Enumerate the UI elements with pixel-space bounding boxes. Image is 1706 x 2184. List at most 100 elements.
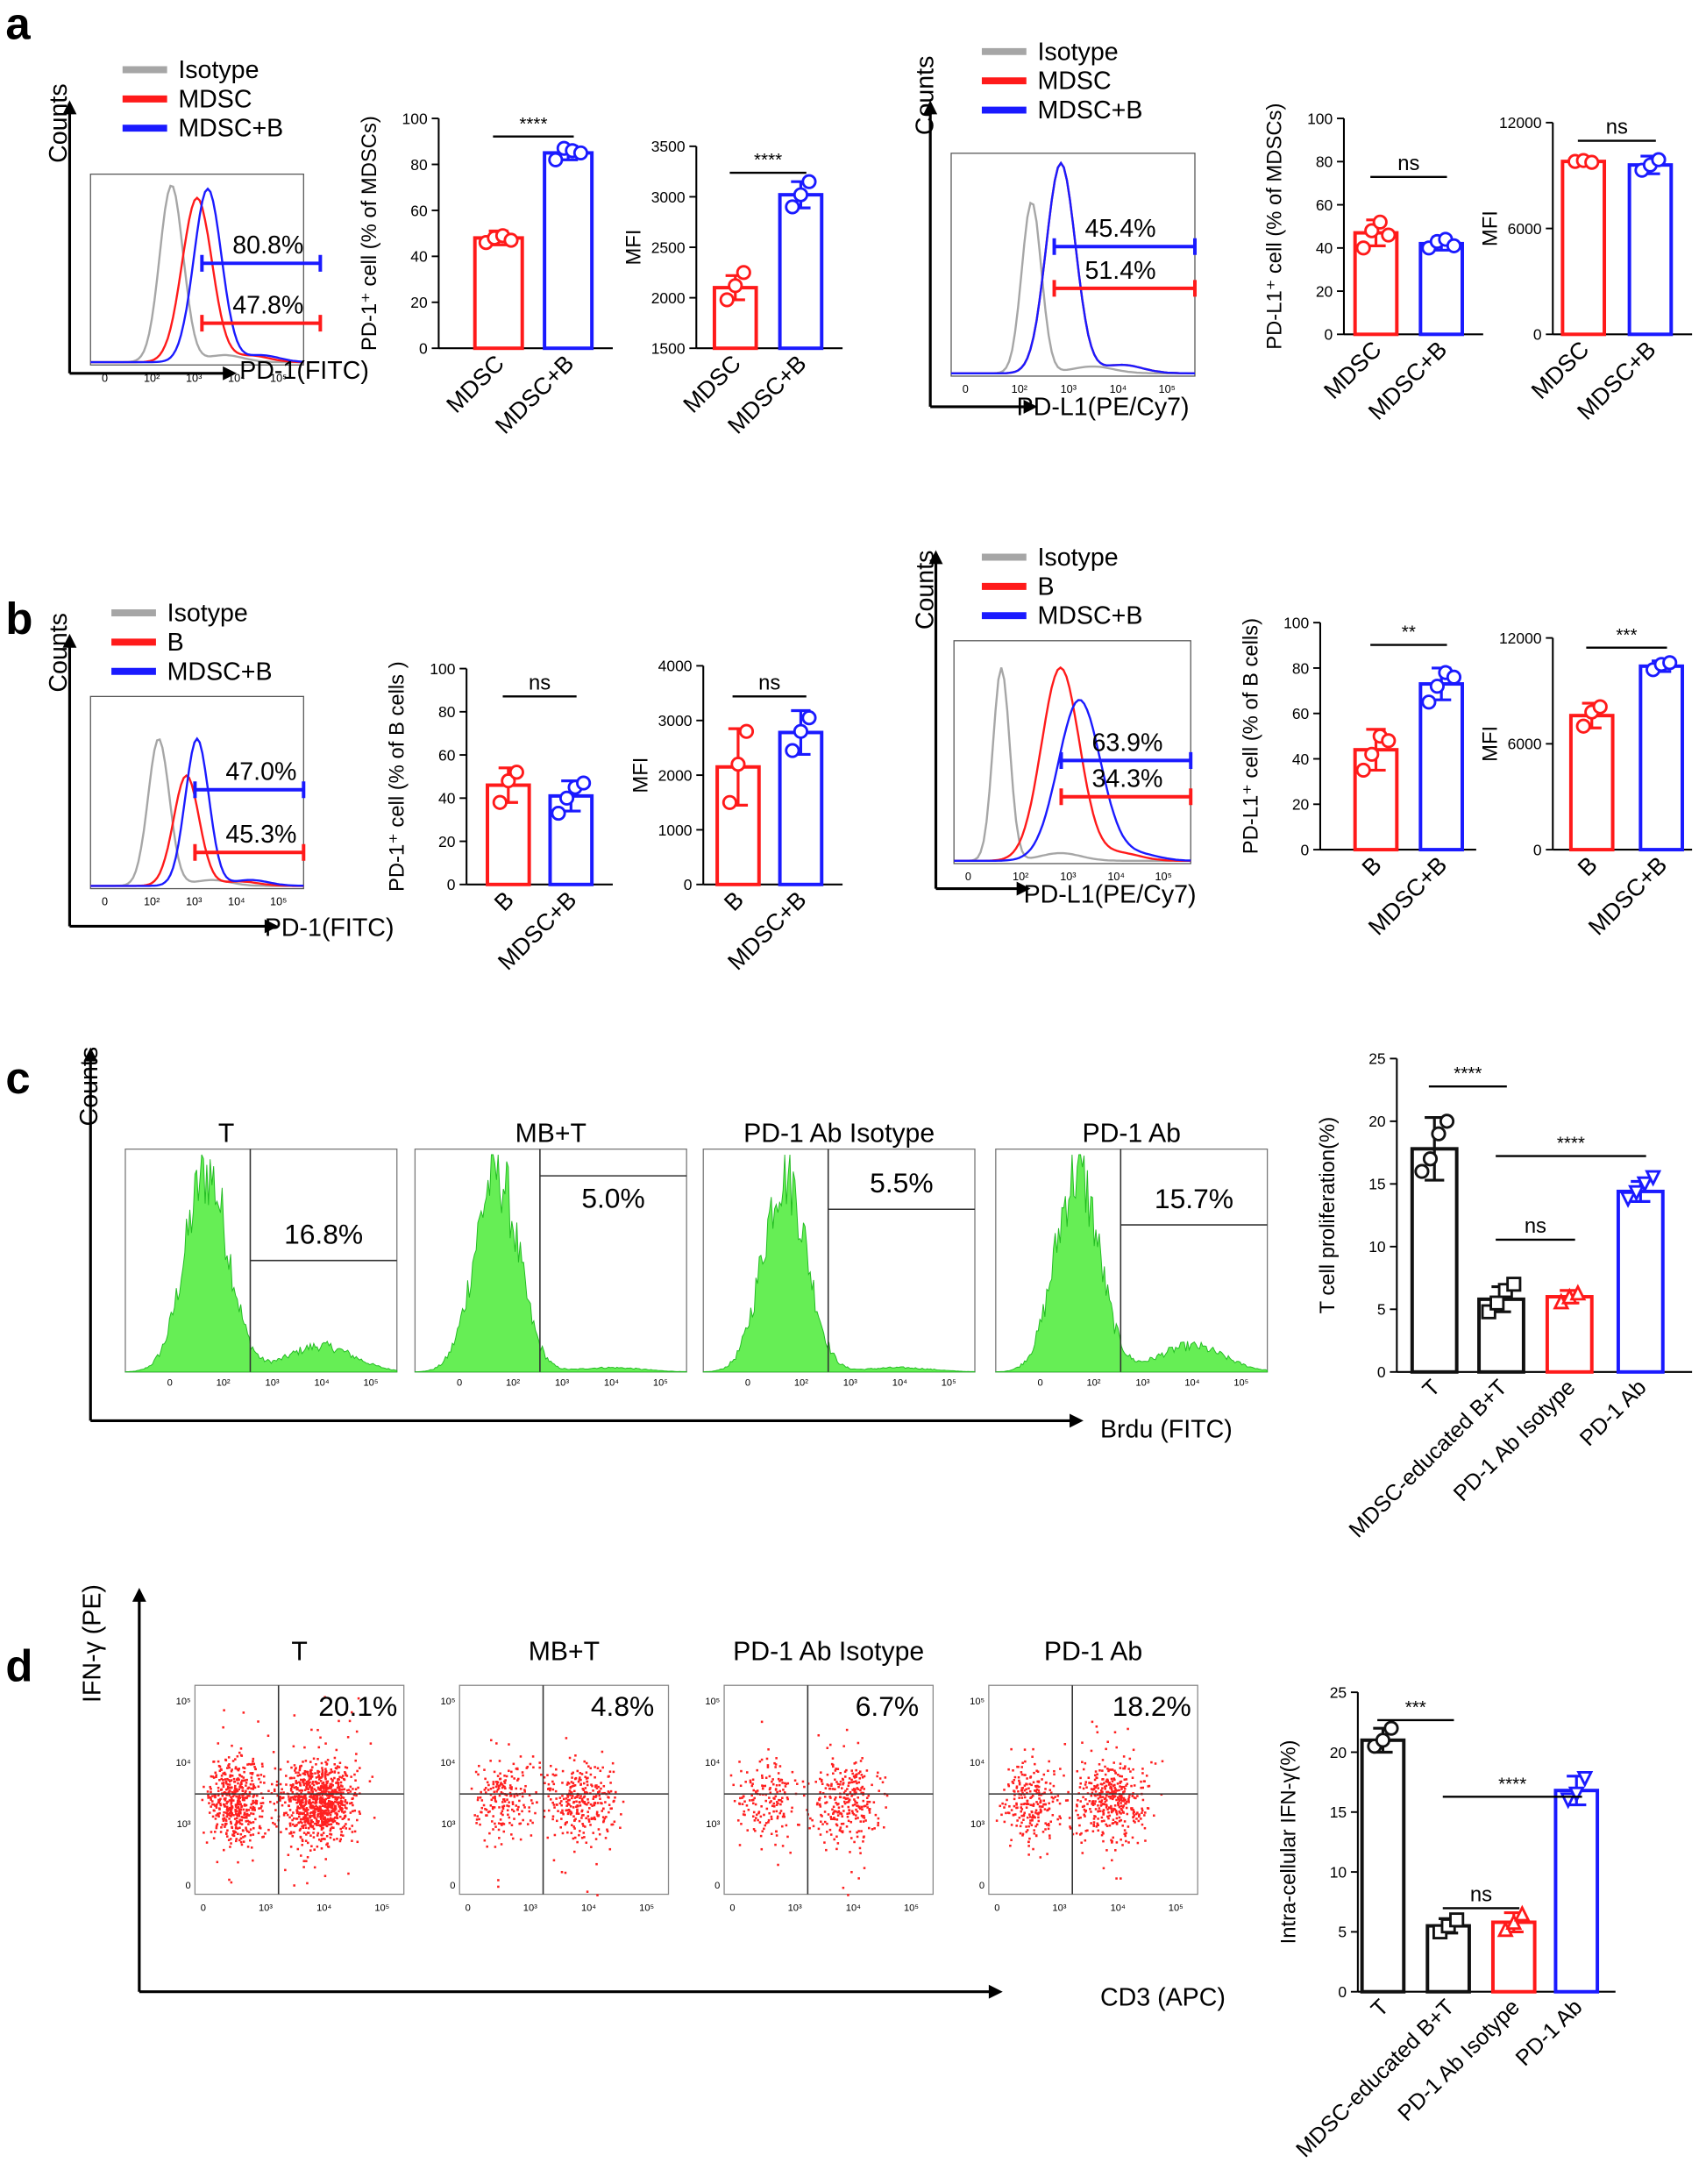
event-dot (1022, 1813, 1026, 1817)
event-dot (1013, 1813, 1017, 1816)
event-dot (838, 1783, 842, 1786)
event-dot (535, 1790, 537, 1794)
event-dot (252, 1793, 256, 1796)
event-dot (518, 1799, 521, 1803)
event-dot (241, 1798, 245, 1802)
event-dot (499, 1777, 502, 1781)
event-dot (332, 1838, 336, 1841)
event-dot (323, 1817, 327, 1820)
event-dot (252, 1762, 256, 1766)
event-dot (1110, 1768, 1112, 1771)
event-dot (1095, 1825, 1098, 1828)
event-dot (1040, 1793, 1042, 1796)
event-dot (1096, 1822, 1099, 1825)
plot-title: PD-1 Ab Isotype (733, 1638, 924, 1667)
event-dot (270, 1782, 274, 1786)
event-dot (232, 1777, 236, 1781)
event-dot (1110, 1810, 1113, 1812)
y-tick-label: 0 (447, 876, 456, 893)
event-dot (326, 1808, 330, 1811)
event-dot (530, 1834, 533, 1837)
arrow-head (62, 633, 77, 648)
event-dot (239, 1811, 242, 1815)
event-dot (304, 1826, 308, 1830)
event-dot (756, 1768, 758, 1772)
event-dot (745, 1804, 749, 1807)
x-tick-label: T (1418, 1375, 1446, 1402)
event-dot (565, 1809, 568, 1812)
event-dot (750, 1794, 753, 1797)
event-dot (612, 1770, 615, 1774)
dot-cloud (470, 1737, 625, 1896)
event-dot (774, 1843, 777, 1846)
event-dot (1102, 1810, 1105, 1813)
event-dot (1107, 1769, 1110, 1773)
event-dot (739, 1784, 743, 1788)
event-dot (311, 1825, 314, 1829)
event-dot (1067, 1790, 1070, 1794)
event-dot (590, 1846, 593, 1848)
event-dot (307, 1774, 310, 1777)
event-dot (351, 1839, 353, 1842)
event-dot (747, 1808, 750, 1811)
x-tick-label: 10⁴ (581, 1903, 596, 1914)
y-tick-label: 40 (410, 248, 428, 266)
event-dot (257, 1832, 260, 1835)
event-dot (1015, 1806, 1018, 1810)
event-dot (324, 1742, 327, 1745)
event-dot (778, 1811, 782, 1815)
event-dot (839, 1812, 842, 1815)
event-dot (336, 1782, 339, 1784)
y-tick-label: 10 (1330, 1863, 1347, 1881)
event-dot (257, 1720, 259, 1723)
event-dot (340, 1809, 344, 1812)
event-dot (856, 1787, 859, 1789)
event-dot (303, 1803, 306, 1807)
event-dot (288, 1804, 290, 1807)
y-tick-label: 6000 (1508, 736, 1542, 753)
event-dot (302, 1826, 305, 1830)
event-dot (320, 1800, 323, 1803)
event-dot (531, 1755, 535, 1758)
event-dot (1108, 1814, 1112, 1818)
event-dot (309, 1791, 311, 1794)
y-axis-label: MFI (629, 758, 653, 793)
data-point (1651, 152, 1667, 167)
y-tick-label: 3000 (651, 189, 686, 206)
event-dot (317, 1770, 321, 1774)
event-dot (335, 1801, 338, 1803)
x-tick-label: 10⁵ (653, 1378, 668, 1389)
event-dot (1056, 1818, 1059, 1821)
event-dot (240, 1754, 244, 1757)
event-dot (323, 1820, 325, 1824)
event-dot (622, 1800, 625, 1803)
event-dot (252, 1760, 254, 1763)
event-dot (1064, 1799, 1068, 1802)
event-dot (594, 1838, 598, 1840)
event-dot (1091, 1830, 1095, 1832)
event-dot (327, 1810, 331, 1812)
event-dot (231, 1775, 234, 1777)
data-point (1662, 655, 1678, 671)
gate-label: 6.7% (856, 1690, 919, 1722)
event-dot (855, 1768, 857, 1772)
event-dot (847, 1894, 849, 1896)
event-dot (1115, 1798, 1118, 1802)
dot-cloud (995, 1720, 1164, 1880)
legend-label: MDSC (178, 85, 252, 113)
event-dot (322, 1785, 325, 1789)
y-tick-label: 0 (1338, 1983, 1347, 2001)
event-dot (529, 1762, 532, 1766)
event-dot (334, 1805, 338, 1809)
event-dot (1091, 1800, 1094, 1803)
event-dot (338, 1719, 340, 1723)
event-dot (1028, 1822, 1032, 1825)
event-dot (589, 1803, 593, 1806)
event-dot (223, 1804, 226, 1808)
event-dot (1112, 1836, 1115, 1839)
event-dot (1026, 1791, 1028, 1795)
event-dot (307, 1788, 310, 1791)
event-dot (243, 1798, 245, 1802)
event-dot (316, 1757, 319, 1761)
event-dot (228, 1878, 231, 1882)
